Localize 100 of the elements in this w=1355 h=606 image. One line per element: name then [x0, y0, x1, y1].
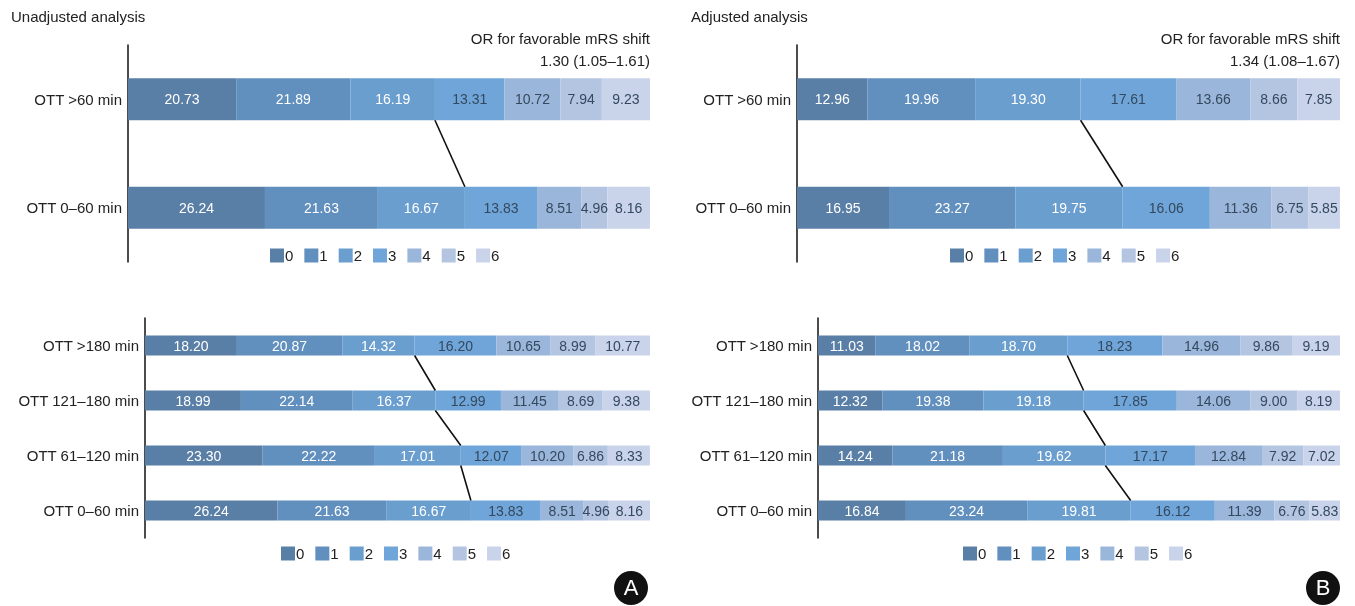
data-label: 21.89 [275, 91, 312, 108]
legend-label: 3 [388, 247, 397, 264]
data-label: 19.75 [1051, 199, 1087, 216]
bar [905, 500, 1028, 521]
y-tick-label: OTT 0–60 min [26, 199, 122, 217]
data-label: 20.73 [164, 91, 200, 108]
data-label: 17.85 [1112, 392, 1148, 409]
y-tick-label: OTT 61–120 min [26, 447, 139, 464]
y-tick-label: OTT >60 min [703, 90, 791, 108]
bar [145, 500, 278, 521]
bar [1297, 78, 1340, 121]
data-label: 6.75 [1276, 199, 1304, 216]
data-label: 17.17 [1132, 447, 1168, 464]
data-label: 16.06 [1148, 199, 1184, 216]
data-label: 21.63 [303, 199, 340, 216]
data-label: 16.12 [1155, 502, 1191, 519]
data-label: 22.14 [279, 392, 315, 409]
bar [262, 445, 375, 466]
bar [236, 78, 351, 121]
data-label: 26.24 [193, 502, 229, 519]
y-tick-label: OTT 0–60 min [43, 502, 139, 519]
data-label: 4.96 [580, 199, 609, 216]
bar [1176, 78, 1251, 121]
bar [264, 186, 378, 229]
bar [882, 390, 984, 411]
bar [889, 186, 1016, 229]
data-label: 12.84 [1210, 447, 1247, 464]
data-label: 16.37 [376, 392, 412, 409]
legend-label: 3 [1081, 545, 1090, 562]
legend-label: 4 [422, 247, 431, 264]
bar [537, 186, 582, 229]
data-label: 13.31 [452, 91, 488, 108]
data-label: 13.83 [483, 199, 519, 216]
data-label: 13.66 [1195, 91, 1231, 108]
data-label: 16.19 [375, 91, 411, 108]
annotation: 1.34 (1.08–1.67) [1228, 51, 1340, 71]
data-label: 19.96 [904, 91, 940, 108]
data-label: 18.02 [905, 337, 941, 354]
bar [797, 78, 868, 121]
data-label: 16.67 [411, 502, 447, 519]
bar [145, 390, 241, 411]
data-label: 9.00 [1260, 392, 1288, 409]
y-tick-label: OTT 121–180 min [18, 392, 139, 409]
y-tick-label: OTT 61–120 min [699, 447, 812, 464]
data-label: 8.66 [1260, 91, 1288, 108]
bar [601, 78, 650, 121]
bar [504, 78, 561, 121]
y-tick-label: OTT >180 min [42, 337, 139, 354]
data-label: 23.24 [949, 502, 985, 519]
data-label: 21.63 [314, 502, 350, 519]
chart-title: Adjusted analysis [691, 8, 808, 25]
data-label: 7.02 [1308, 447, 1336, 464]
data-label: 21.18 [930, 447, 966, 464]
data-label: 9.38 [612, 392, 641, 409]
data-label: 8.51 [548, 502, 577, 519]
data-label: 9.19 [1302, 337, 1330, 354]
bar [236, 335, 343, 356]
data-label: 17.01 [400, 447, 436, 464]
data-label: 8.19 [1304, 392, 1333, 409]
data-label: 18.20 [173, 337, 209, 354]
legend-label: 6 [502, 545, 511, 562]
data-label: 16.95 [825, 199, 861, 216]
legend-label: 2 [1046, 545, 1056, 562]
legend-label: 5 [1136, 247, 1146, 264]
data-label: 17.61 [1110, 91, 1147, 108]
legend-label: 3 [399, 545, 408, 562]
legend-label: 4 [433, 545, 442, 562]
legend-label: 2 [1033, 247, 1043, 264]
data-label: 14.06 [1195, 392, 1232, 409]
annotation: 1.30 (1.05–1.61) [538, 51, 650, 71]
data-label: 16.20 [437, 337, 474, 354]
legend-label: 4 [1102, 247, 1111, 264]
data-label: 8.16 [615, 502, 644, 519]
bar [277, 500, 387, 521]
data-label: 16.67 [403, 199, 440, 216]
legend-label: 1 [330, 545, 339, 562]
data-label: 9.23 [612, 91, 640, 108]
data-label: 13.83 [488, 502, 524, 519]
legend-label: 4 [1115, 545, 1124, 562]
legend-label: 0 [965, 247, 974, 264]
legend-label: 0 [978, 545, 987, 562]
chart-title: Unadjusted analysis [11, 8, 146, 25]
data-label: 5.83 [1311, 502, 1339, 519]
bar [560, 78, 602, 121]
legend-label: 6 [491, 247, 500, 264]
data-label: 8.51 [545, 199, 574, 216]
y-tick-label: OTT >180 min [715, 337, 812, 354]
data-label: 19.30 [1010, 91, 1046, 108]
data-label: 20.87 [272, 337, 308, 354]
data-label: 14.96 [1183, 337, 1220, 354]
bar [128, 78, 237, 121]
data-label: 19.18 [1016, 392, 1052, 409]
legend-label: 6 [1184, 545, 1193, 562]
data-label: 8.16 [615, 199, 643, 216]
legend-label: 0 [296, 545, 305, 562]
data-label: 10.72 [514, 91, 551, 108]
data-label: 9.86 [1252, 337, 1281, 354]
data-label: 11.45 [512, 392, 548, 409]
legend-label: 3 [1068, 247, 1077, 264]
legend-label: 1 [319, 247, 328, 264]
